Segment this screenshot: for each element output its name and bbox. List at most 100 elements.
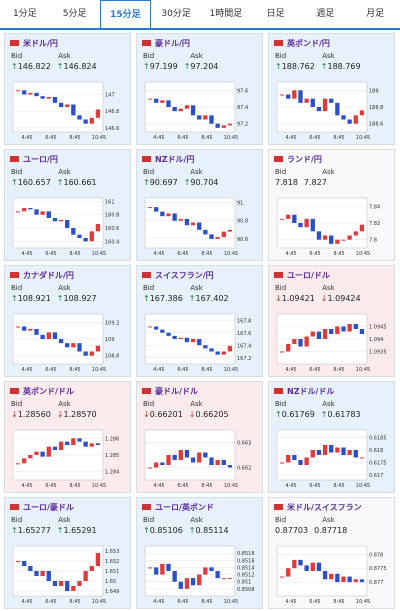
tab[interactable]: 日足: [266, 9, 285, 19]
y-tick-label: 97.4: [237, 105, 248, 111]
bid-value: 146.822: [17, 62, 51, 71]
candle: [322, 571, 328, 580]
candle: [89, 231, 94, 242]
candle: [197, 452, 202, 463]
candle: [52, 218, 58, 222]
y-tick-label: 1.0945: [369, 325, 387, 331]
bid-label: Bid: [275, 284, 287, 292]
timeframe-tabs: 1分足 5分足 15分足 30分足 1時間足 日足 週足 月足: [0, 0, 400, 30]
ask-arrow: ↑: [188, 526, 196, 535]
candle: [209, 567, 214, 571]
tab[interactable]: 月足: [366, 9, 385, 19]
y-tick-label: 1.286: [105, 436, 119, 442]
ask-arrow: ↑: [56, 62, 64, 71]
currency-panel[interactable]: スイスフラン/円 Bid Ask ↑167.386 ↑167.402 167.2 167.4…: [136, 265, 263, 377]
candle: [147, 98, 153, 100]
quote-values: ↓1.09421 ↓1.09424: [275, 294, 361, 303]
tab[interactable]: 1分足: [13, 9, 37, 19]
candle: [154, 207, 159, 212]
tab[interactable]: 5分足: [62, 9, 87, 19]
currency-panel[interactable]: ユーロ/英ポンド Bid Ask ↑0.85106 ↑0.85114 0.8508 0.85…: [136, 497, 263, 609]
x-tick-label: 8:45: [201, 135, 212, 141]
candle: [203, 452, 208, 458]
currency-panel[interactable]: 英ポンド/ドル Bid Ask ↓1.28560 ↓1.28570 1.284 1.285 1…: [4, 381, 131, 493]
ask-label: Ask: [58, 284, 71, 292]
currency-panel[interactable]: 米ドル/スイスフラン Bid Ask 0.87703 0.87718 0.877 0.877…: [268, 497, 395, 609]
mini-chart: 1.0935 1.094 1.0945 4:45 6:45 8:45 10:45: [276, 313, 387, 373]
currency-panel[interactable]: NZドル/ドル Bid Ask ↑0.61769 ↑0.61783 0.617 0.6175…: [268, 381, 395, 493]
currency-panel[interactable]: カナダドル/円 Bid Ask ↑108.921 ↑108.927 108.8 109 109…: [4, 265, 131, 377]
candle: [147, 207, 153, 209]
candle: [166, 100, 171, 107]
x-tick-label: 6:45: [177, 483, 188, 489]
x-tick-label: 8:45: [201, 367, 212, 373]
candle: [227, 578, 233, 580]
candle: [22, 561, 27, 566]
x-tick-label: 6:45: [309, 483, 320, 489]
candle: [46, 97, 51, 99]
y-tick-label: 1.094: [369, 337, 383, 343]
x-tick-label: 10:45: [92, 483, 106, 489]
x-tick-label: 4:45: [153, 599, 164, 605]
currency-panel[interactable]: ランド/円 Bid Ask 7.818 7.827 7.8 7.82 7.84 4:45 6:45…: [268, 149, 395, 261]
candle: [71, 586, 76, 591]
candle: [335, 239, 340, 244]
candle: [34, 329, 39, 335]
ask-arrow: ↑: [183, 62, 191, 71]
candle: [22, 326, 27, 331]
bid-label: Bid: [143, 284, 155, 292]
y-tick-label: 188.6: [369, 122, 383, 128]
candle: [298, 90, 303, 103]
candle: [184, 105, 190, 109]
currency-panel[interactable]: 米ドル/円 Bid Ask ↑146.822 ↑146.824 146.6 146.8 147…: [4, 33, 131, 145]
y-tick-label: 189: [369, 88, 379, 94]
currency-panel[interactable]: ユーロ/円 Bid Ask ↑160.657 ↑160.661 160.4 160.6 160…: [4, 149, 131, 261]
x-tick-label: 8:45: [69, 251, 80, 257]
currency-panel[interactable]: NZドル/円 Bid Ask ↑90.697 ↑90.704 90.6 90.8 91 4:45…: [136, 149, 263, 261]
tab[interactable]: 15分足: [99, 0, 152, 28]
y-tick-label: 1.65: [105, 579, 116, 585]
candle: [71, 228, 76, 235]
currency-panel[interactable]: 豪ドル/ドル Bid Ask ↓0.66201 ↓0.66205 0.662 0.663 4:…: [136, 381, 263, 493]
candle: [227, 465, 233, 468]
candle: [316, 231, 322, 240]
candle: [227, 345, 233, 352]
candle: [227, 229, 233, 232]
candle: [215, 237, 220, 239]
y-tick-label: 1.652: [105, 559, 119, 565]
candle: [221, 231, 226, 238]
candle: [172, 571, 177, 582]
tab[interactable]: 30分足: [161, 9, 191, 19]
candle: [34, 92, 39, 97]
ask-label: Ask: [322, 168, 335, 176]
candle: [310, 450, 315, 458]
candle: [160, 563, 165, 575]
candle: [298, 460, 303, 465]
candle: [95, 443, 101, 445]
y-tick-label: 0.8508: [237, 587, 255, 593]
bid-value: 0.87703: [275, 526, 309, 535]
bid-ask-labels: Bid Ask: [275, 400, 335, 408]
x-tick-label: 10:45: [224, 251, 238, 257]
tab[interactable]: 1時間足: [209, 9, 243, 19]
ask-label: Ask: [190, 52, 203, 60]
candle: [166, 332, 171, 336]
candle: [286, 94, 291, 99]
currency-panel[interactable]: 豪ドル/円 Bid Ask ↑97.199 ↑97.204 97.2 97.4 97.6 4:4…: [136, 33, 263, 145]
currency-panel[interactable]: ユーロ/ドル Bid Ask ↓1.09421 ↓1.09424 1.0935 1.094 1…: [268, 265, 395, 377]
ask-value: 1.65291: [63, 526, 97, 535]
x-tick-label: 6:45: [309, 135, 320, 141]
tab[interactable]: 週足: [316, 9, 335, 19]
mini-chart: 146.6 146.8 147 4:45 6:45 8:45 10:45: [12, 81, 119, 141]
flag-icon: [274, 156, 283, 162]
currency-panel[interactable]: ユーロ/豪ドル Bid Ask ↑1.65277 ↑1.65291 1.649 1.65 1.…: [4, 497, 131, 609]
y-tick-label: 97.2: [237, 122, 248, 128]
candle: [341, 326, 346, 332]
candle: [77, 438, 82, 442]
candle: [335, 447, 340, 453]
candle: [335, 326, 340, 334]
bid-ask-labels: Bid Ask: [11, 168, 71, 176]
currency-panel[interactable]: 英ポンド/円 Bid Ask ↑188.762 ↑188.769 188.6 188.8 18…: [268, 33, 395, 145]
candle: [40, 211, 45, 215]
bid-arrow: ↓: [143, 410, 150, 419]
